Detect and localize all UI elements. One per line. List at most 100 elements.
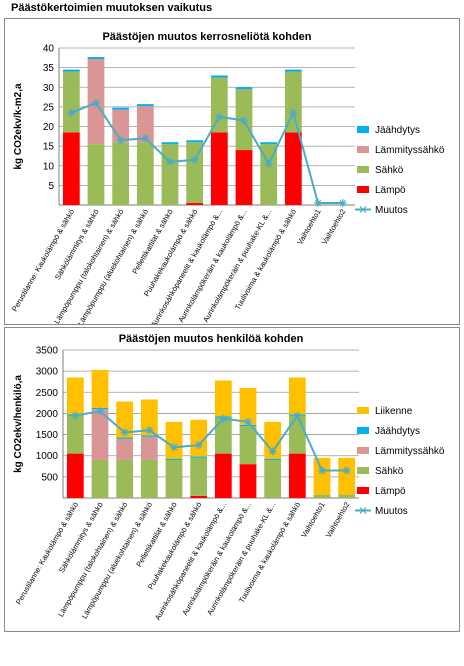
person-chart-bar-segment bbox=[66, 415, 84, 454]
floor-chart-bar-segment bbox=[235, 150, 253, 205]
person-chart-legend-swatch bbox=[357, 487, 369, 494]
floor-chart-bar-segment bbox=[62, 69, 80, 72]
person-chart-legend-label: Muutos bbox=[375, 506, 408, 517]
person-chart-category-label: Sähkölämmitys & sähkö bbox=[57, 501, 105, 575]
person-chart-category-label: Vaihtoehto1 bbox=[299, 501, 327, 540]
floor-chart-marker-stroke bbox=[166, 158, 174, 166]
person-chart-bar-segment bbox=[214, 453, 232, 498]
floor-chart-ytick-label: 40 bbox=[43, 44, 55, 55]
person-chart-category-label: Vaihtoehto2 bbox=[324, 501, 352, 540]
floor-chart-bar-segment bbox=[161, 144, 179, 205]
person-chart-bar-segment bbox=[239, 388, 257, 425]
person-chart-muutos-marker bbox=[342, 466, 351, 475]
person-chart-legend-swatch bbox=[357, 427, 369, 434]
person-chart-legend-label: Liikenne bbox=[375, 406, 413, 417]
chart-area-floor: Päästöjen muutos kerrosneliötä kohden kg … bbox=[4, 18, 460, 329]
person-chart-muutos-marker bbox=[96, 407, 104, 416]
floor-chart-muutos-marker bbox=[338, 199, 347, 208]
person-chart-bar-segment bbox=[264, 458, 282, 460]
floor-chart-bar-segment bbox=[186, 203, 204, 205]
person-chart-marker-stroke bbox=[318, 467, 326, 474]
person-chart-ytick-label: 1000 bbox=[36, 451, 59, 462]
person-chart-bar-segment bbox=[165, 421, 183, 459]
person-chart-marker-stroke bbox=[72, 412, 79, 419]
floor-chart-legend-swatch bbox=[357, 186, 369, 193]
floor-chart-bar-segment bbox=[284, 132, 302, 205]
floor-chart-category-label: Vaihtoehto1 bbox=[295, 208, 323, 247]
person-chart-legend-marker bbox=[359, 507, 367, 514]
person-chart-muutos-marker bbox=[170, 443, 178, 452]
person-chart-bar-segment bbox=[116, 459, 134, 498]
floor-chart-muutos-marker bbox=[264, 159, 273, 168]
person-chart-ytick-label: 2500 bbox=[36, 388, 59, 399]
floor-chart-category-label: Sähkölämmitys & sähkö bbox=[53, 208, 101, 282]
person-chart-muutos-marker bbox=[219, 414, 228, 423]
floor-chart-marker-stroke bbox=[191, 156, 198, 164]
floor-chart-legend-marker bbox=[359, 206, 367, 213]
floor-chart-bar-segment bbox=[284, 71, 302, 133]
floor-chart-bar-segment bbox=[210, 132, 228, 205]
floor-chart-bar-segment bbox=[235, 87, 253, 90]
person-chart-ytick-label: 3000 bbox=[36, 367, 59, 378]
person-chart-bar-segment bbox=[239, 464, 257, 498]
floor-chart-marker-stroke bbox=[339, 199, 346, 207]
chart-floor-area: Päästöjen muutos kerrosneliötä kohden kg … bbox=[10, 31, 445, 329]
floor-chart-marker-stroke bbox=[265, 160, 272, 168]
floor-chart-bar-segment bbox=[112, 142, 130, 205]
person-chart-muutos-marker bbox=[244, 417, 252, 426]
person-chart-bar-segment bbox=[190, 419, 208, 457]
person-chart-muutos-marker bbox=[71, 411, 80, 420]
floor-chart-marker-stroke bbox=[142, 135, 149, 142]
floor-chart-muutos-marker bbox=[215, 112, 224, 121]
floor-chart-bar-segment bbox=[136, 106, 154, 143]
person-chart-bar-segment bbox=[66, 453, 84, 498]
floor-chart-muutos-line bbox=[70, 101, 343, 204]
floor-chart-legend-label: Sähkö bbox=[375, 165, 404, 176]
chart-area-person: Päästöjen muutos henkilöä kohden kg CO2ek… bbox=[4, 327, 460, 632]
person-chart-ytick-label: 1500 bbox=[36, 430, 59, 441]
floor-chart-legend-swatch bbox=[357, 146, 369, 153]
person-chart-legend-swatch bbox=[357, 407, 369, 414]
floor-chart-bar-segment bbox=[112, 107, 130, 110]
floor-chart-muutos-marker bbox=[240, 116, 248, 125]
floor-chart-ylabel: kg CO2ekv/k-m2,a bbox=[13, 83, 24, 170]
person-chart-bar-segment bbox=[91, 409, 109, 460]
floor-chart-bar-segment bbox=[62, 71, 80, 133]
floor-chart-marker-stroke bbox=[240, 117, 248, 124]
person-chart-ytick-label: 3500 bbox=[36, 346, 59, 357]
person-chart-marker-stroke bbox=[195, 441, 202, 449]
floor-chart-muutos-marker bbox=[67, 108, 76, 117]
person-chart-bar-segment bbox=[140, 436, 158, 460]
floor-chart-marker-stroke bbox=[314, 199, 322, 207]
floor-chart-title: Päästöjen muutos kerrosneliötä kohden bbox=[102, 31, 311, 43]
floor-chart-bar-segment bbox=[136, 142, 154, 205]
floor-chart-legend-label: Jäähdytys bbox=[375, 125, 420, 136]
floor-chart-muutos-marker bbox=[289, 108, 298, 117]
person-chart-marker-stroke bbox=[294, 412, 301, 419]
person-chart-legend-label: Lämpö bbox=[375, 486, 406, 497]
floor-chart-ytick-label: 15 bbox=[43, 142, 55, 153]
person-chart-bar-segment bbox=[190, 457, 208, 496]
person-chart-bar-segment bbox=[116, 438, 134, 460]
person-chart-legend-label: Lämmityssähkö bbox=[375, 446, 445, 457]
person-chart-bar-segment bbox=[288, 377, 306, 415]
person-chart-marker-stroke bbox=[220, 415, 227, 422]
person-chart-bar-segment bbox=[264, 459, 282, 498]
floor-chart-bar-segment bbox=[62, 132, 80, 205]
floor-chart-bar-segment bbox=[260, 144, 278, 205]
person-chart-bar-segment bbox=[190, 495, 208, 498]
page-title: Päästökertoimien muutoksen vaikutus bbox=[11, 2, 213, 14]
floor-chart-bar-segment bbox=[161, 142, 179, 145]
person-chart-marker-stroke bbox=[269, 448, 276, 455]
person-chart-bar-segment bbox=[338, 457, 356, 495]
floor-chart-category-label: Vaihtoehto2 bbox=[320, 208, 348, 247]
floor-chart-bar-segment bbox=[87, 57, 105, 59]
floor-chart-bar-segment bbox=[136, 104, 154, 107]
person-chart-bar-segment bbox=[116, 437, 134, 439]
person-chart-muutos-marker bbox=[145, 426, 154, 435]
floor-chart-bar-segment bbox=[87, 144, 105, 205]
floor-chart-bar-segment bbox=[284, 69, 302, 72]
person-chart-muutos-marker bbox=[194, 441, 203, 450]
person-chart-bar-segment bbox=[214, 380, 232, 417]
